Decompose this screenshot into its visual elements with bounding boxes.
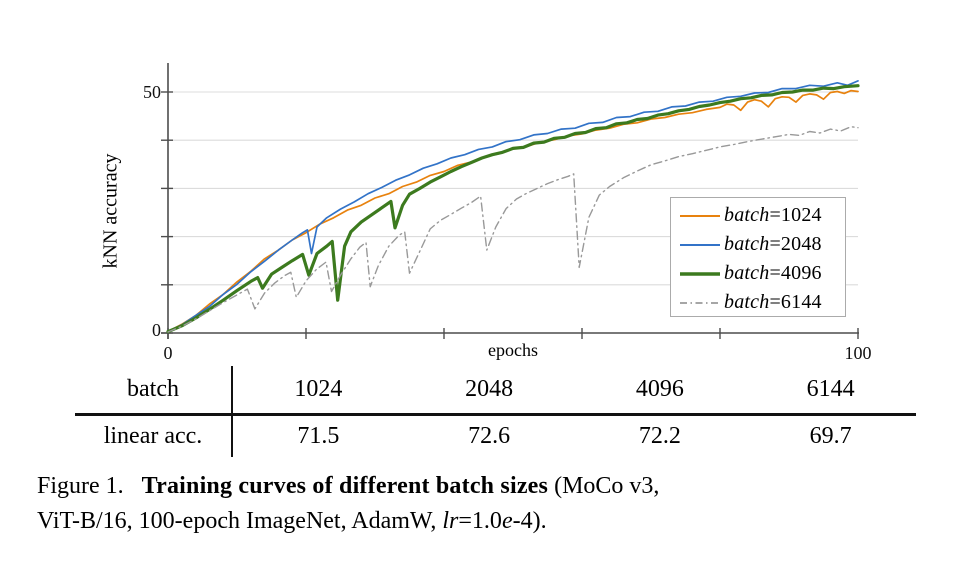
table-cell-acc-4096: 72.2 [638,423,681,449]
table-cell-acc-1024: 71.5 [297,423,340,449]
legend-label: batch=6144 [724,291,822,313]
legend-line-swatch-1024 [680,214,720,217]
caption-label: Figure 1. [37,473,124,499]
table-cell-batch-1024: 1024 [233,366,404,416]
results-table: batch 1024 2048 4096 6144 linear acc. 71… [75,366,916,457]
table-header-batch: batch [75,366,233,416]
caption-title-bold: Training curves of different batch sizes [141,473,549,499]
caption-tail2: -4). [512,508,547,534]
caption-e-italic: e [501,508,513,534]
legend-label: batch=2048 [724,233,822,255]
legend-label: batch=4096 [724,262,822,284]
legend-line-swatch-6144 [680,301,720,304]
caption-eq: =1.0 [458,508,502,534]
legend-item: batch=1024 [671,201,845,230]
legend: batch=1024 batch=2048 batch=4096 batch=6… [670,197,846,317]
table-header-linear-acc: linear acc. [75,416,233,457]
caption-tail1: (MoCo v3, [554,473,660,499]
y-axis-title: kNN accuracy [99,153,122,269]
legend-label: batch=1024 [724,204,822,226]
x-axis-title: epochs [488,340,538,360]
caption-lr-italic: lr [442,508,459,534]
legend-line-swatch-2048 [680,243,720,246]
caption-line2: ViT-B/16, 100-epoch ImageNet, AdamW, [37,508,437,534]
table-cell-batch-4096: 4096 [574,366,746,416]
x-tick-label-0: 0 [163,343,173,363]
legend-item: batch=6144 [671,288,845,317]
table-cell-batch-2048: 2048 [403,366,575,416]
legend-item: batch=2048 [671,230,845,259]
y-tick-label-50: 50 [143,82,161,102]
legend-line-swatch-4096 [680,271,720,276]
figure-caption: Figure 1. Training curves of different ba… [37,469,949,539]
x-tick-label-100: 100 [844,343,872,363]
legend-item: batch=4096 [671,259,845,288]
y-tick-label-0: 0 [152,320,161,340]
table-cell-batch-6144: 6144 [745,366,916,416]
table-cell-acc-6144: 69.7 [809,423,852,449]
table-cell-acc-2048: 72.6 [468,423,511,449]
